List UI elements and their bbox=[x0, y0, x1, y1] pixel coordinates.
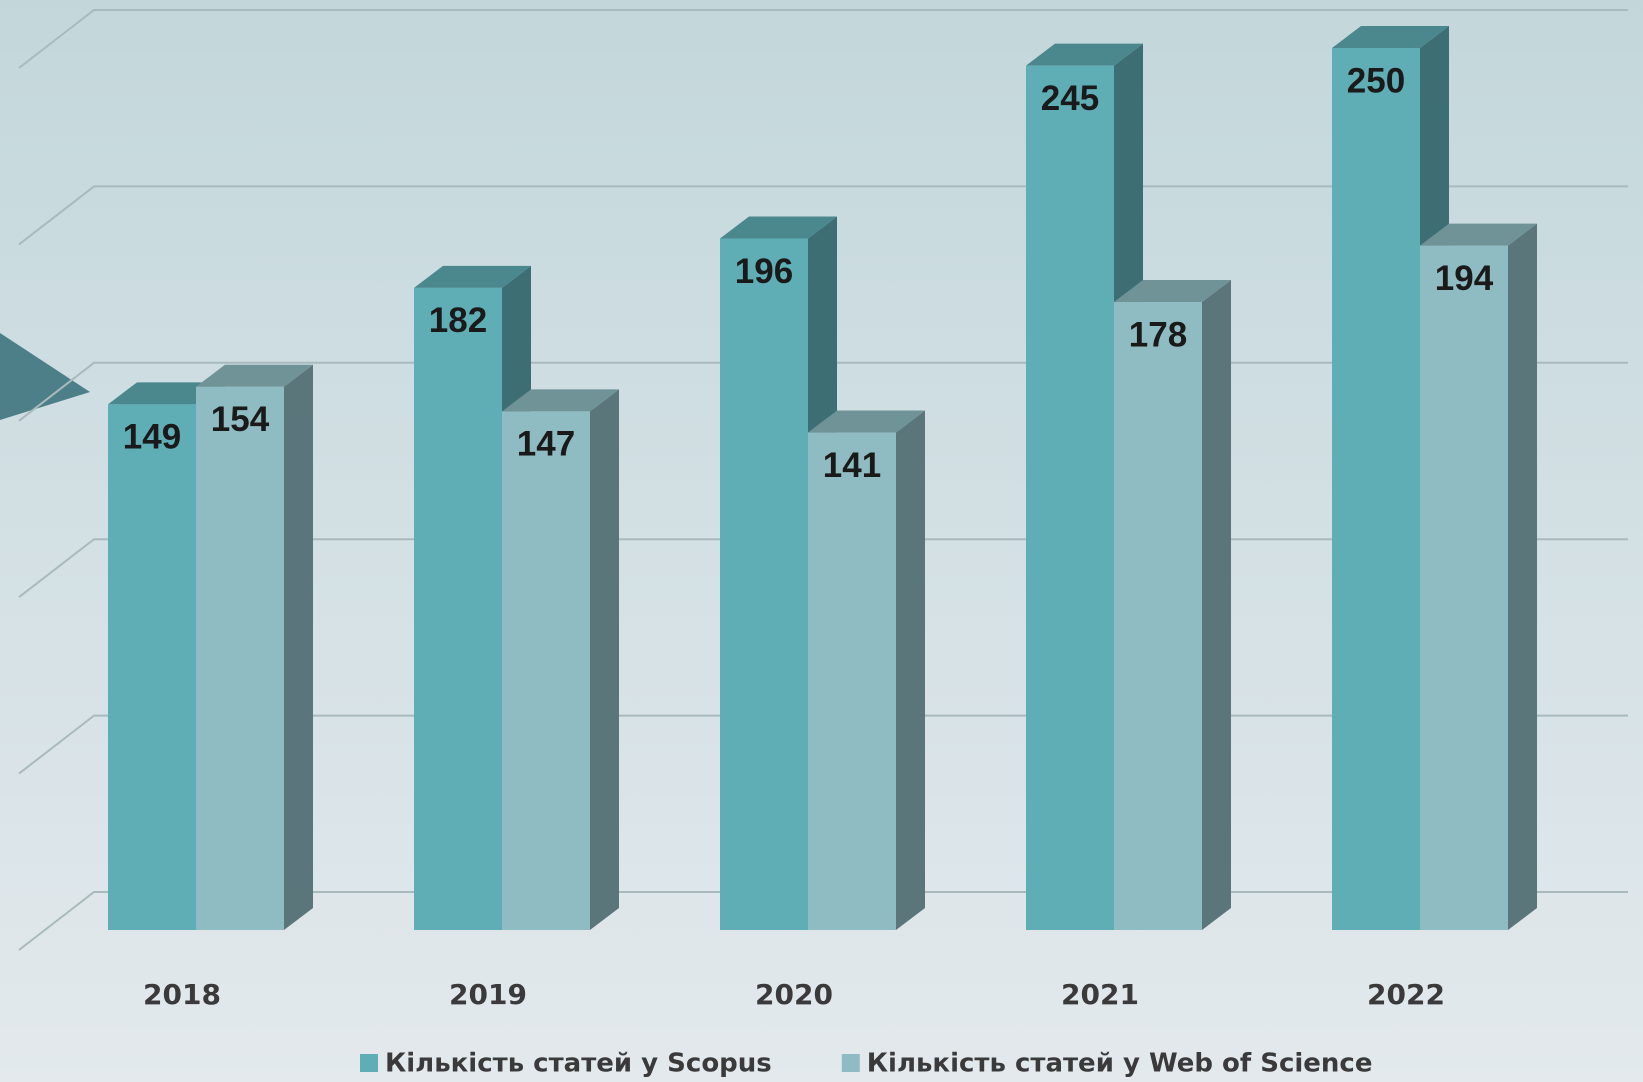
bar-side bbox=[1202, 280, 1231, 930]
value-label: 245 bbox=[1041, 79, 1099, 118]
bar bbox=[1420, 223, 1537, 930]
bar-front bbox=[414, 287, 502, 930]
grid-line bbox=[18, 9, 1628, 69]
bar-top bbox=[1332, 26, 1449, 48]
legend-label: Кількість статей у Scopus bbox=[385, 1049, 772, 1079]
value-label: 178 bbox=[1129, 315, 1187, 354]
bar-front bbox=[108, 404, 196, 930]
value-label: 147 bbox=[517, 425, 575, 464]
bar-front bbox=[1420, 245, 1508, 930]
value-label: 149 bbox=[123, 418, 181, 457]
x-tick-label: 2021 bbox=[1061, 978, 1139, 1011]
bar bbox=[1114, 280, 1231, 930]
bar-side bbox=[896, 410, 925, 930]
bar-top bbox=[414, 265, 531, 288]
bar-front bbox=[502, 411, 590, 930]
bar-front bbox=[1026, 65, 1114, 930]
decor-arrow bbox=[0, 333, 90, 420]
bar-top bbox=[196, 364, 313, 387]
bar bbox=[808, 410, 925, 930]
bar bbox=[1026, 43, 1143, 930]
bar-front bbox=[1332, 48, 1420, 930]
bar-side bbox=[284, 364, 313, 930]
bar-top bbox=[1026, 43, 1143, 66]
value-label: 196 bbox=[735, 252, 793, 291]
legend-label: Кількість статей у Web of Science bbox=[867, 1049, 1373, 1079]
bar-front bbox=[720, 238, 808, 931]
x-tick-label: 2020 bbox=[755, 978, 833, 1011]
x-tick-label: 2022 bbox=[1367, 978, 1445, 1011]
bar-top bbox=[720, 216, 837, 239]
legend-swatch bbox=[360, 1054, 378, 1072]
value-label: 141 bbox=[823, 446, 881, 485]
value-label: 194 bbox=[1435, 259, 1494, 298]
bar bbox=[502, 389, 619, 930]
bar-top bbox=[1114, 280, 1231, 303]
value-label: 154 bbox=[211, 400, 270, 439]
bar-front bbox=[196, 386, 284, 930]
bar-side bbox=[590, 389, 619, 930]
bar-side bbox=[1508, 223, 1537, 930]
bar-front bbox=[1114, 302, 1202, 930]
legend-swatch bbox=[841, 1054, 860, 1072]
bar-top bbox=[108, 382, 225, 405]
x-tick-label: 2019 bbox=[449, 978, 527, 1011]
bar bbox=[196, 364, 313, 930]
bar-top bbox=[502, 389, 619, 412]
value-label: 250 bbox=[1347, 61, 1405, 100]
bar-top bbox=[808, 410, 925, 433]
value-label: 182 bbox=[429, 301, 487, 340]
x-tick-label: 2018 bbox=[143, 978, 221, 1011]
bar-top bbox=[1420, 223, 1537, 246]
bar-front bbox=[808, 432, 896, 930]
